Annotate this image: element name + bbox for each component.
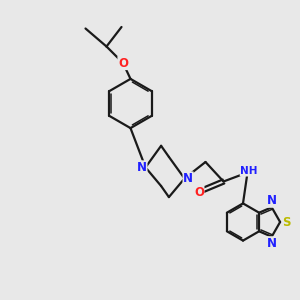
Text: N: N [267,194,277,207]
Text: S: S [283,215,291,229]
Text: N: N [267,237,277,250]
Text: NH: NH [240,166,258,176]
Text: O: O [118,56,128,70]
Text: N: N [183,172,193,185]
Text: O: O [194,186,204,200]
Text: N: N [137,161,147,174]
